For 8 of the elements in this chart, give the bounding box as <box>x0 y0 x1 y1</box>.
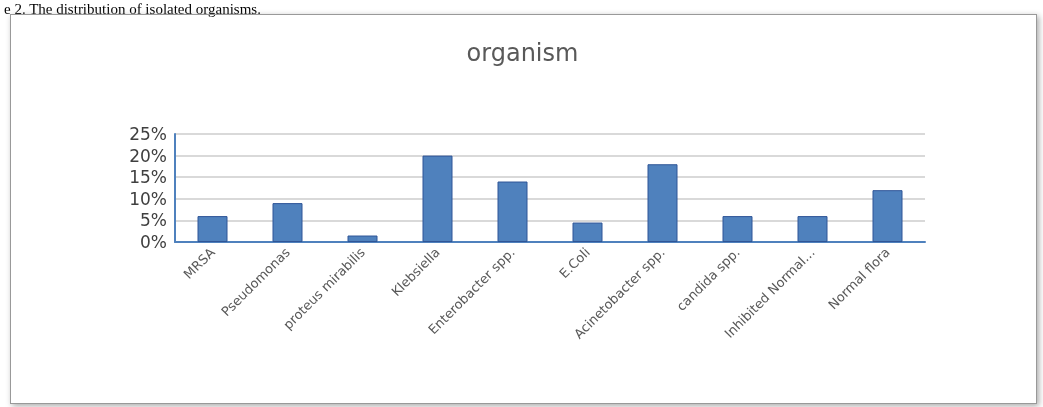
y-tick-label: 25% <box>129 124 167 144</box>
y-tick-label: 15% <box>129 167 167 188</box>
chart-title: organism <box>466 39 579 67</box>
text: e 2. The distribution of isolated organisms. <box>4 0 261 18</box>
y-tick-label: 10% <box>129 188 167 209</box>
y-tick-label: 0% <box>140 232 167 252</box>
y-tick-label: 20% <box>129 145 167 166</box>
y-tick-label: 5% <box>140 210 167 231</box>
